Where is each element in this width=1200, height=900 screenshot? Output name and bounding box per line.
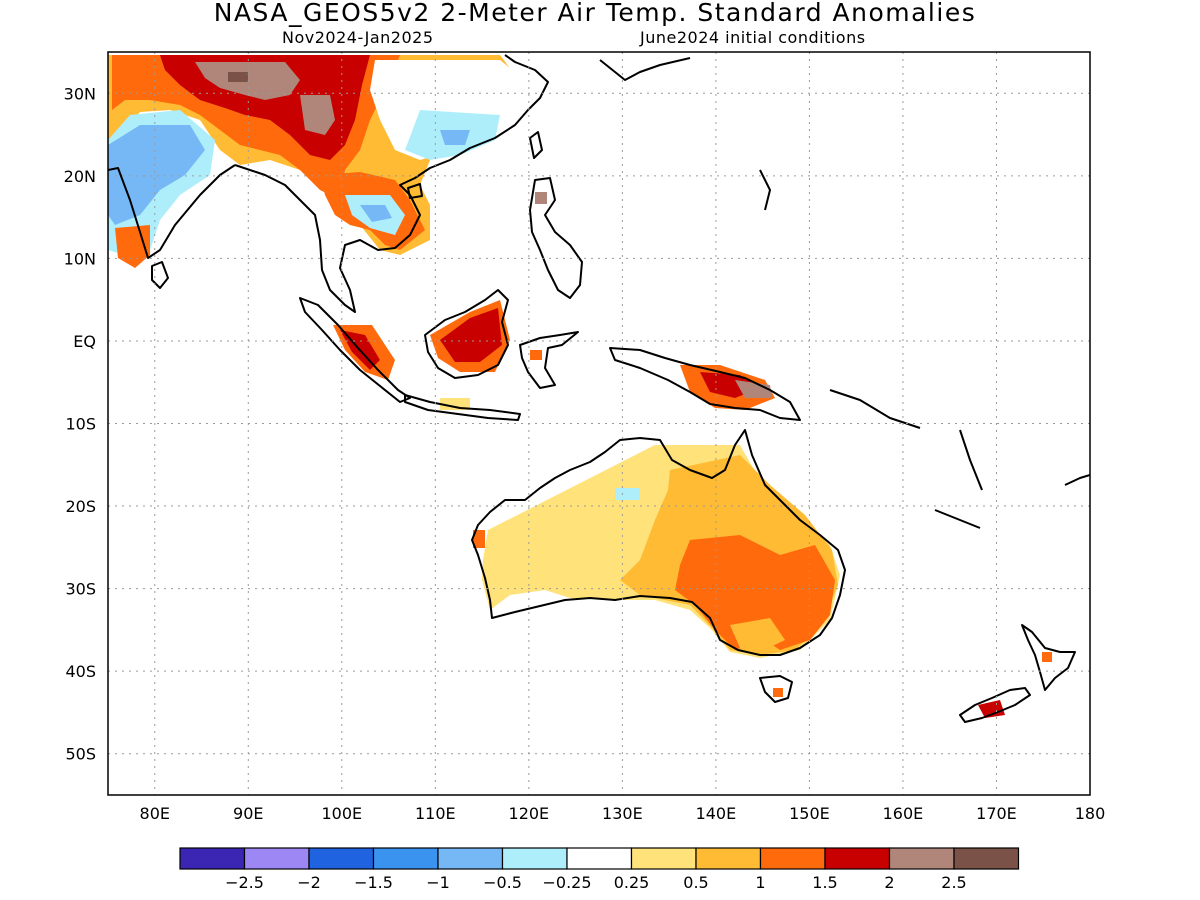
coastline-southeast-asia bbox=[234, 54, 549, 313]
legend-swatch bbox=[953, 847, 1020, 870]
coastline-india bbox=[108, 164, 236, 259]
anomaly-region bbox=[108, 125, 205, 225]
legend-label: 1 bbox=[755, 873, 765, 892]
coastline-australia bbox=[471, 429, 846, 656]
coastline-borneo bbox=[424, 289, 509, 379]
lat-label: 10S bbox=[65, 415, 96, 434]
lat-label: 40S bbox=[65, 662, 96, 681]
legend-swatch bbox=[243, 847, 310, 870]
lon-label: 180 bbox=[1075, 804, 1106, 823]
legend-swatch bbox=[888, 847, 955, 870]
lon-label: 110E bbox=[415, 804, 456, 823]
longitude-axis: 80E 90E 100E 110E 120E 130E 140E 150E 160E 170E 18… bbox=[140, 804, 1106, 823]
initial-conditions: June2024 initial conditions bbox=[640, 28, 866, 47]
coastline-tasmania bbox=[759, 675, 793, 703]
legend-swatch bbox=[308, 847, 375, 870]
legend-swatch bbox=[695, 847, 762, 870]
coastline-fiji bbox=[1064, 474, 1090, 486]
anomaly-region bbox=[473, 530, 485, 548]
map-title: NASA_GEOS5v2 2-Meter Air Temp. Standard … bbox=[213, 0, 977, 27]
coastline-vanuatu bbox=[959, 429, 983, 491]
anomaly-region bbox=[228, 72, 248, 82]
legend-label: 2.5 bbox=[941, 873, 966, 892]
map-frame bbox=[107, 51, 1091, 796]
legend-swatch bbox=[824, 847, 891, 870]
legend-swatch bbox=[501, 847, 568, 870]
coastline-hainan bbox=[407, 183, 423, 199]
anomaly-region bbox=[300, 95, 335, 135]
legend-swatch bbox=[437, 847, 504, 870]
anomaly-region bbox=[535, 192, 547, 204]
anomaly-region bbox=[675, 535, 835, 650]
anomaly-fill-layer bbox=[108, 55, 1052, 718]
anomaly-region bbox=[735, 380, 772, 398]
legend-swatch bbox=[566, 847, 633, 870]
gridline-layer bbox=[108, 52, 1090, 795]
anomaly-region bbox=[440, 308, 502, 362]
legend-label: −0.25 bbox=[542, 873, 591, 892]
legend-label: −2.5 bbox=[225, 873, 264, 892]
coastline-taiwan bbox=[529, 131, 543, 159]
lon-label: 160E bbox=[883, 804, 924, 823]
lat-label: EQ bbox=[73, 332, 96, 351]
coastline-sulawesi bbox=[519, 331, 579, 389]
color-legend bbox=[179, 847, 1020, 870]
anomaly-region bbox=[978, 700, 1005, 718]
anomaly-region bbox=[440, 130, 470, 145]
lat-label: 30S bbox=[65, 580, 96, 599]
coastline-layer bbox=[108, 54, 1090, 723]
coastline-solomon-islands bbox=[829, 389, 921, 429]
forecast-period: Nov2024-Jan2025 bbox=[282, 28, 434, 47]
legend-label: 2 bbox=[884, 873, 894, 892]
anomaly-region bbox=[1042, 652, 1052, 662]
coastline-new-guinea bbox=[609, 347, 801, 421]
legend-swatch bbox=[179, 847, 246, 870]
anomaly-region bbox=[440, 398, 470, 410]
legend-swatch bbox=[372, 847, 439, 870]
legend-label: 0.25 bbox=[614, 873, 650, 892]
latitude-axis: 30N 20N 10N EQ 10S 20S 30S 40S 50S bbox=[64, 84, 96, 763]
legend-label: −2 bbox=[297, 873, 321, 892]
legend-label: 1.5 bbox=[812, 873, 837, 892]
lon-label: 130E bbox=[602, 804, 643, 823]
coastline-java bbox=[404, 394, 521, 421]
legend-labels: −2.5 −2 −1.5 −1 −0.5 −0.25 0.25 0.5 1 1.5 2 2.5 bbox=[225, 873, 967, 892]
anomaly-region bbox=[530, 350, 542, 360]
anomaly-region bbox=[773, 688, 783, 697]
legend-label: −1.5 bbox=[354, 873, 393, 892]
lon-label: 170E bbox=[976, 804, 1017, 823]
anomaly-region bbox=[360, 205, 392, 222]
lon-label: 80E bbox=[140, 804, 170, 823]
lon-label: 150E bbox=[789, 804, 830, 823]
legend-swatch bbox=[630, 847, 697, 870]
lon-label: 90E bbox=[233, 804, 263, 823]
lat-label: 30N bbox=[64, 84, 96, 103]
coastline-new-zealand-south bbox=[959, 687, 1031, 723]
coastline-philippines bbox=[529, 177, 583, 299]
lat-label: 10N bbox=[64, 249, 96, 268]
coastline-sri-lanka bbox=[151, 261, 169, 289]
legend-swatch bbox=[759, 847, 826, 870]
legend-label: 0.5 bbox=[683, 873, 708, 892]
coastline-mariana bbox=[759, 169, 771, 211]
lon-label: 120E bbox=[509, 804, 550, 823]
lon-label: 140E bbox=[696, 804, 737, 823]
lat-label: 50S bbox=[65, 745, 96, 764]
legend-label: −0.5 bbox=[483, 873, 522, 892]
coastline-japan bbox=[599, 57, 691, 81]
anomaly-region bbox=[730, 618, 785, 652]
lat-label: 20N bbox=[64, 167, 96, 186]
coastline-new-zealand-north bbox=[1021, 624, 1076, 691]
anomaly-region bbox=[615, 488, 640, 500]
coastline-new-caledonia bbox=[934, 509, 981, 529]
legend-label: −1 bbox=[426, 873, 450, 892]
lon-label: 100E bbox=[321, 804, 362, 823]
lat-label: 20S bbox=[65, 497, 96, 516]
